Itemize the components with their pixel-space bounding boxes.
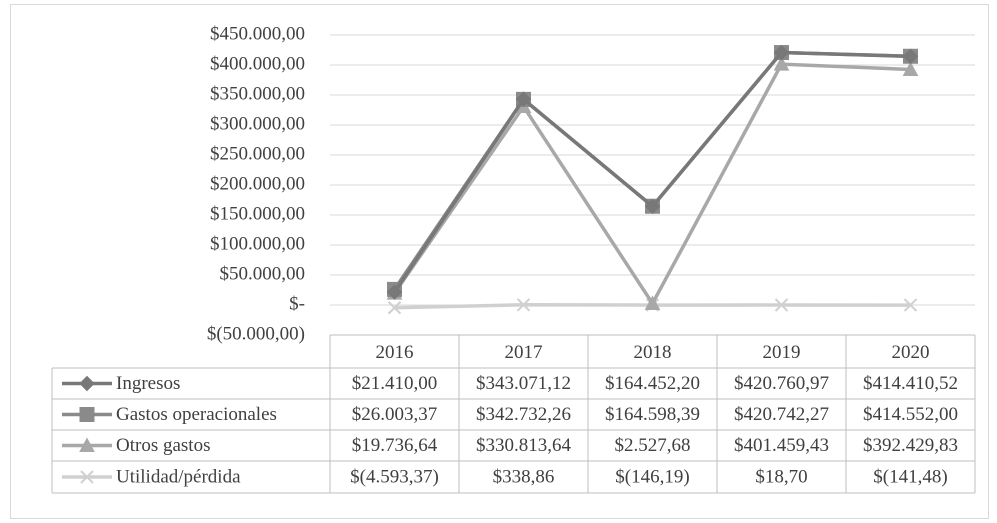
data-point	[902, 48, 919, 65]
data-point	[773, 44, 790, 61]
data-point	[386, 284, 403, 300]
data-point	[516, 298, 531, 312]
data-point	[903, 298, 918, 312]
table-value: $18,70	[755, 466, 807, 487]
x-tick-label: 2019	[763, 342, 801, 363]
table-value: $(141,48)	[873, 466, 947, 487]
data-point	[387, 301, 402, 315]
y-tick-label: $450.000,00	[210, 23, 305, 44]
table-value: $401.459,43	[734, 435, 829, 456]
legend-label: Utilidad/pérdida	[116, 466, 241, 487]
table-value: $392.429,83	[863, 435, 958, 456]
legend-label: Otros gastos	[116, 435, 210, 456]
data-point	[644, 295, 661, 310]
legend-label: Ingresos	[116, 373, 180, 394]
y-tick-label: $350.000,00	[210, 83, 305, 104]
table-value: $330.813,64	[476, 435, 572, 456]
table-value: $26.003,37	[352, 404, 438, 425]
table-value: $19.736,64	[352, 435, 438, 456]
table-value: $420.742,27	[734, 404, 829, 425]
series-line	[393, 50, 911, 291]
x-tick-label: 2020	[892, 342, 930, 363]
table-value: $(4.593,37)	[350, 466, 439, 487]
y-tick-label: $300.000,00	[210, 113, 305, 134]
table-value: $342.732,26	[476, 404, 571, 425]
table-value: $343.071,12	[476, 373, 571, 394]
y-tick-label: $400.000,00	[210, 53, 305, 74]
table-value: $420.760,97	[734, 373, 829, 394]
legend-marker	[79, 407, 95, 422]
y-tick-label: $-	[289, 293, 305, 314]
table-value: $338,86	[493, 466, 555, 487]
y-tick-label: $200.000,00	[210, 173, 305, 194]
x-tick-label: 2016	[376, 342, 414, 363]
data-point	[773, 56, 790, 71]
table-value: $21.410,00	[352, 373, 438, 394]
data-point	[515, 91, 532, 107]
y-tick-label: $100.000,00	[210, 233, 305, 254]
data-point	[644, 198, 661, 215]
table-value: $(146,19)	[615, 466, 689, 487]
legend-label: Gastos operacionales	[116, 404, 277, 425]
legend-marker	[80, 470, 94, 484]
y-tick-label: $250.000,00	[210, 143, 305, 164]
table-value: $414.410,52	[863, 373, 958, 394]
y-tick-label: $150.000,00	[210, 203, 305, 224]
data-point	[774, 298, 789, 312]
x-tick-label: 2017	[505, 342, 543, 363]
table-value: $164.452,20	[605, 373, 700, 394]
chart-border	[10, 4, 989, 519]
legend-marker	[79, 375, 95, 392]
y-tick-label: $50.000,00	[220, 263, 306, 284]
x-tick-label: 2018	[634, 342, 672, 363]
table-value: $414.552,00	[863, 404, 958, 425]
table-value: $2.527,68	[615, 435, 691, 456]
series-line	[393, 62, 911, 307]
legend-marker	[79, 437, 95, 452]
y-tick-label: $(50.000,00)	[207, 323, 305, 344]
data-point	[902, 61, 919, 77]
table-value: $164.598,39	[605, 404, 700, 425]
